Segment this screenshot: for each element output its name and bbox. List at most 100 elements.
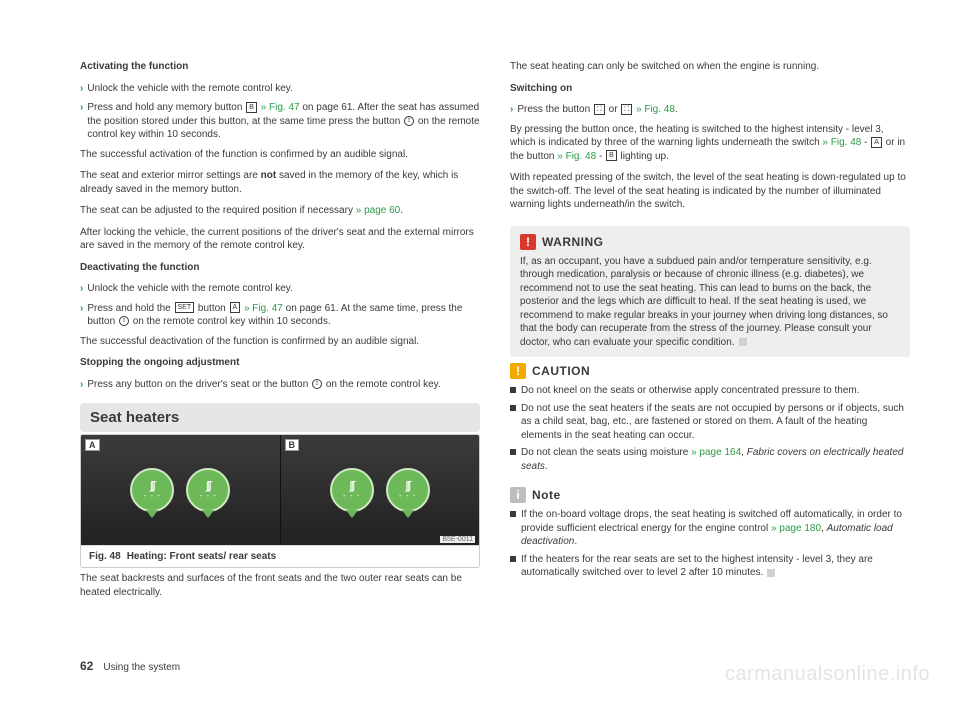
list-item: Do not kneel on the seats or otherwise a… xyxy=(510,384,910,398)
text: - xyxy=(861,137,870,148)
list-item: › Press and hold any memory button B » F… xyxy=(80,101,480,142)
stopping-title: Stopping the ongoing adjustment xyxy=(80,356,480,370)
left-column: Activating the function › Unlock the veh… xyxy=(80,60,480,607)
seat-heat-icon: ʃʃʃ- - - xyxy=(386,468,430,512)
figure-panel-a: A ʃʃʃ- - - ʃʃʃ- - - xyxy=(81,435,280,545)
text: If, as an occupant, you have a subdued p… xyxy=(520,256,888,348)
ref-b: B xyxy=(606,150,617,161)
bullet-text: Unlock the vehicle with the remote contr… xyxy=(87,282,480,296)
seat-heat-button-icon: ⛶ xyxy=(594,104,605,115)
warning-box: ! WARNING If, as an occupant, you have a… xyxy=(510,226,910,358)
paragraph: With repeated pressing of the switch, th… xyxy=(510,171,910,212)
list-item: If the on-board voltage drops, the seat … xyxy=(510,508,910,549)
warning-label: WARNING xyxy=(542,234,604,250)
figure-caption: Fig. 48 Heating: Front seats/ rear seats xyxy=(81,545,479,567)
fig-link: » Fig. 47 xyxy=(241,303,283,314)
text: . xyxy=(675,104,678,115)
ref-a: A xyxy=(871,137,882,148)
text: . xyxy=(400,205,403,216)
chevron-icon: › xyxy=(510,103,513,117)
text: . xyxy=(545,461,548,472)
seat-heat-button-icon: ⛶ xyxy=(621,104,632,115)
text: Do not clean the seats using moisture xyxy=(521,447,691,458)
text: If the heaters for the rear seats are se… xyxy=(521,554,873,579)
section-title-bar: Seat heaters xyxy=(80,403,480,432)
paragraph: After locking the vehicle, the current p… xyxy=(80,226,480,253)
chevron-icon: › xyxy=(80,82,83,96)
text: button xyxy=(195,303,228,314)
memory-button-a: A xyxy=(230,302,241,313)
text: If the on-board voltage drops, the seat … xyxy=(521,508,910,549)
section-title: Seat heaters xyxy=(90,409,179,426)
caution-icon: ! xyxy=(510,363,526,379)
paragraph: The successful activation of the functio… xyxy=(80,148,480,162)
figure-panel-b: B ʃʃʃ- - - ʃʃʃ- - - B5E-0011 xyxy=(280,435,480,545)
watermark: carmanualsonline.info xyxy=(725,663,930,686)
paragraph: By pressing the button once, the heating… xyxy=(510,123,910,164)
paragraph: The seat heating can only be switched on… xyxy=(510,60,910,74)
chevron-icon: › xyxy=(80,101,83,142)
caution-label: CAUTION xyxy=(532,364,590,378)
figure-panels: A ʃʃʃ- - - ʃʃʃ- - - B ʃʃʃ- - - ʃʃʃ- - - … xyxy=(81,435,479,545)
note-icon: i xyxy=(510,487,526,503)
paragraph: The seat can be adjusted to the required… xyxy=(80,204,480,218)
seat-heat-icon: ʃʃʃ- - - xyxy=(330,468,374,512)
switching-on-title: Switching on xyxy=(510,82,910,96)
memory-button-b: B xyxy=(246,102,257,113)
image-code: B5E-0011 xyxy=(440,536,475,543)
text: If the heaters for the rear seats are se… xyxy=(521,553,910,580)
text: Press the button xyxy=(517,104,593,115)
activating-title: Activating the function xyxy=(80,60,480,74)
list-item: If the heaters for the rear seats are se… xyxy=(510,553,910,580)
remote-lock-icon: ⇪ xyxy=(404,116,414,126)
note-label: Note xyxy=(532,488,561,502)
warning-icon: ! xyxy=(520,234,536,250)
paragraph: The seat backrests and surfaces of the f… xyxy=(80,572,480,599)
deactivating-title: Deactivating the function xyxy=(80,261,480,275)
text: Do not use the seat heaters if the seats… xyxy=(521,402,910,443)
caution-box: ! CAUTION Do not kneel on the seats or o… xyxy=(510,363,910,477)
end-marker-icon xyxy=(767,569,775,577)
text: Press and hold the xyxy=(87,303,173,314)
figure-caption-text: Heating: Front seats/ rear seats xyxy=(127,551,277,562)
warning-text: If, as an occupant, you have a subdued p… xyxy=(520,255,900,350)
figure-48: A ʃʃʃ- - - ʃʃʃ- - - B ʃʃʃ- - - ʃʃʃ- - - … xyxy=(80,434,480,568)
warning-header: ! WARNING xyxy=(520,234,900,250)
list-item: Do not use the seat heaters if the seats… xyxy=(510,402,910,443)
note-header: i Note xyxy=(510,487,910,503)
footer-section: Using the system xyxy=(103,662,180,673)
list-item: › Press the button ⛶ or ⛶ » Fig. 48. xyxy=(510,103,910,117)
text: or xyxy=(606,104,620,115)
page-link: » page 164 xyxy=(691,447,741,458)
list-item: › Unlock the vehicle with the remote con… xyxy=(80,82,480,96)
seat-heat-icon: ʃʃʃ- - - xyxy=(186,468,230,512)
fig-link: » Fig. 47 xyxy=(258,102,300,113)
page-number: 62 xyxy=(80,659,93,673)
square-bullet-icon xyxy=(510,556,516,562)
list-item: › Unlock the vehicle with the remote con… xyxy=(80,282,480,296)
page-link: » page 180 xyxy=(771,523,821,534)
remote-lock-icon: ⇪ xyxy=(119,316,129,326)
chevron-icon: › xyxy=(80,378,83,392)
text: Press and hold any memory button xyxy=(87,102,245,113)
text: on the remote control key. xyxy=(323,379,441,390)
square-bullet-icon xyxy=(510,449,516,455)
caution-header: ! CAUTION xyxy=(510,363,910,379)
fig-link: » Fig. 48 xyxy=(557,151,596,162)
list-item: Do not clean the seats using moisture » … xyxy=(510,446,910,473)
list-item: › Press and hold the SET button A » Fig.… xyxy=(80,302,480,329)
fig-link: » Fig. 48 xyxy=(822,137,861,148)
text-bold: not xyxy=(261,170,277,181)
chevron-icon: › xyxy=(80,302,83,329)
page-link: » page 60 xyxy=(356,205,401,216)
text: The seat can be adjusted to the required… xyxy=(80,205,356,216)
fig-link: » Fig. 48 xyxy=(633,104,675,115)
panel-tag-b: B xyxy=(285,439,300,451)
end-marker-icon xyxy=(739,338,747,346)
set-button: SET xyxy=(175,302,195,313)
page-footer: 62 Using the system xyxy=(80,659,180,673)
figure-number: Fig. 48 xyxy=(89,551,121,562)
panel-tag-a: A xyxy=(85,439,100,451)
remote-lock-icon: ⇪ xyxy=(312,379,322,389)
bullet-text: Press and hold any memory button B » Fig… xyxy=(87,101,480,142)
